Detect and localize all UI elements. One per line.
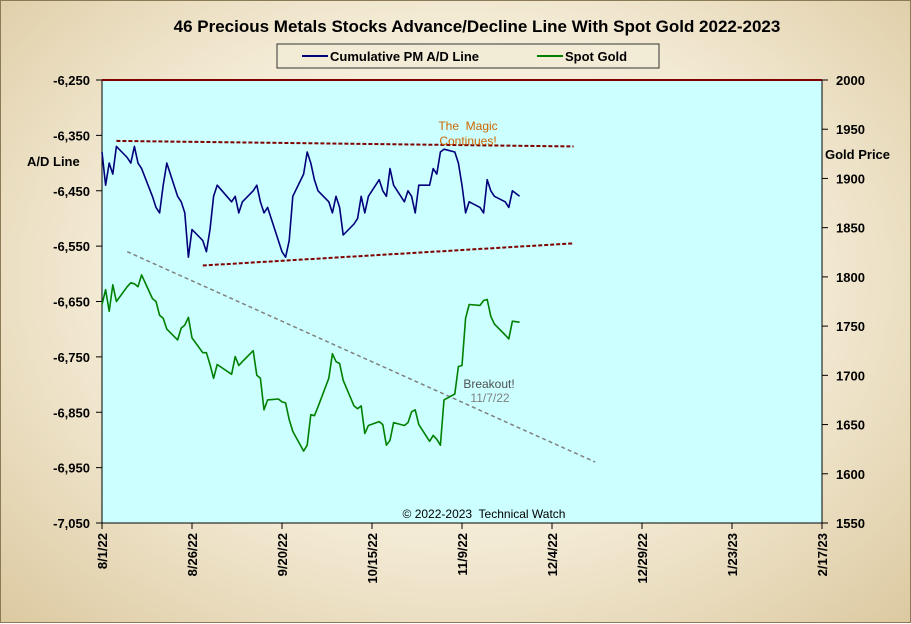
plot-area <box>101 79 823 524</box>
left-tick-label: -6,350 <box>53 128 90 143</box>
left-tick-label: -6,550 <box>53 239 90 254</box>
legend-label-gold: Spot Gold <box>565 49 627 64</box>
right-axis-title: Gold Price <box>825 147 890 162</box>
legend-box <box>276 43 660 69</box>
upper-channel-line <box>116 139 574 148</box>
right-tick-label: 1900 <box>836 171 865 186</box>
magic-annotation-line1: The Magic <box>438 119 497 133</box>
left-tick-label: -6,850 <box>53 405 90 420</box>
x-tick-label: 8/1/22 <box>95 533 110 569</box>
x-tick-label: 9/20/22 <box>275 533 290 576</box>
breakout-annotation-line1: Breakout! <box>463 377 514 391</box>
legend-label-ad-line: Cumulative PM A/D Line <box>330 49 479 64</box>
x-tick-label: 12/4/22 <box>545 533 560 576</box>
right-tick-label: 1700 <box>836 368 865 383</box>
x-tick-label: 1/23/23 <box>725 533 740 576</box>
chart-title: 46 Precious Metals Stocks Advance/Declin… <box>174 17 781 36</box>
series-layer <box>101 145 521 452</box>
x-tick-label: 12/29/22 <box>635 533 650 584</box>
copyright-label: © 2022-2023 Technical Watch <box>403 507 566 521</box>
x-axis: 8/1/22 8/26/22 9/20/22 10/15/22 11/9/22 12/4/… <box>95 523 830 584</box>
legend: Cumulative PM A/D Line Spot Gold <box>276 43 660 69</box>
right-tick-label: 1550 <box>836 516 865 531</box>
left-axis: -6,250 -6,350 -6,450 -6,550 -6,650 -6,750 -6,8… <box>53 73 102 531</box>
x-tick-label: 11/9/22 <box>455 533 470 576</box>
right-tick-label: 1600 <box>836 467 865 482</box>
left-axis-title: A/D Line <box>27 154 80 169</box>
left-tick-label: -6,750 <box>53 350 90 365</box>
lower-channel-line <box>202 242 574 267</box>
right-tick-label: 1950 <box>836 122 865 137</box>
left-tick-label: -6,450 <box>53 184 90 199</box>
right-tick-label: 1650 <box>836 418 865 433</box>
left-tick-label: -6,250 <box>53 73 90 88</box>
x-tick-label: 8/26/22 <box>185 533 200 576</box>
left-tick-label: -6,650 <box>53 295 90 310</box>
right-tick-label: 1850 <box>836 221 865 236</box>
breakout-annotation-line2: 11/7/22 <box>470 391 509 405</box>
ad-line-series <box>101 145 521 259</box>
left-tick-label: -7,050 <box>53 516 90 531</box>
breakout-trendline <box>126 250 596 463</box>
magic-annotation-line2: Continues! <box>439 134 496 148</box>
right-tick-label: 1800 <box>836 270 865 285</box>
gold-series <box>101 274 520 452</box>
guide-lines <box>116 139 596 463</box>
right-tick-label: 1750 <box>836 319 865 334</box>
x-tick-label: 2/17/23 <box>815 533 830 576</box>
left-tick-label: -6,950 <box>53 461 90 476</box>
right-tick-label: 2000 <box>836 73 865 88</box>
right-axis: 2000 1950 1900 1850 1800 1750 1700 1650 1600 1550 <box>822 73 865 531</box>
x-tick-label: 10/15/22 <box>365 533 380 584</box>
